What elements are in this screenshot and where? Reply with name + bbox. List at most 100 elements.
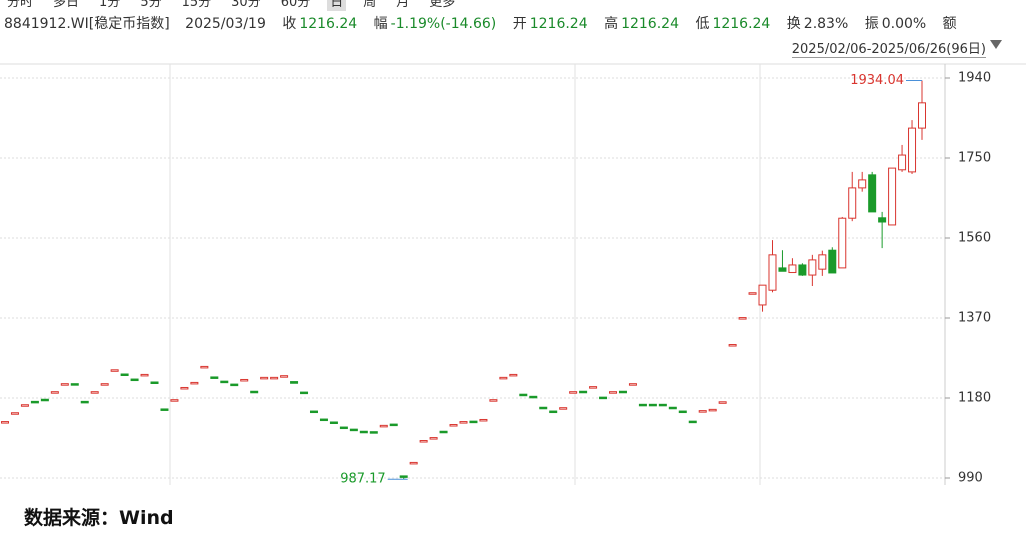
candle-body bbox=[389, 423, 398, 427]
candle-body bbox=[250, 390, 259, 394]
toolbar-item[interactable]: 月 bbox=[396, 0, 410, 10]
candle-body bbox=[529, 395, 538, 399]
candle-body bbox=[868, 174, 877, 213]
candle-body bbox=[599, 396, 608, 400]
value: 1216.24 bbox=[299, 16, 358, 32]
candle-body bbox=[210, 376, 219, 379]
candle-body bbox=[768, 254, 777, 291]
candle-body bbox=[499, 376, 508, 380]
toolbar: 分时 多日 1分 5分 15分 30分 60分 日 周 月 更多 bbox=[4, 0, 472, 11]
toolbar-item[interactable]: 15分 bbox=[181, 0, 212, 10]
candle-body bbox=[838, 217, 847, 269]
value: 1216.24 bbox=[621, 16, 679, 32]
candle-body bbox=[778, 267, 787, 272]
candle-body bbox=[200, 365, 209, 369]
candle-body bbox=[888, 167, 897, 226]
candle-body bbox=[230, 383, 239, 387]
candle-body bbox=[908, 127, 917, 173]
candle-body bbox=[439, 430, 448, 434]
label: 额 bbox=[942, 16, 957, 32]
candle-body bbox=[150, 381, 159, 384]
candle-body bbox=[738, 317, 747, 320]
y-tick-label: 990 bbox=[958, 471, 983, 486]
candle-body bbox=[459, 421, 468, 424]
toolbar-item[interactable]: 多日 bbox=[53, 0, 80, 10]
candle-body bbox=[628, 383, 637, 386]
candle-body bbox=[1, 421, 9, 424]
candle-body bbox=[648, 403, 657, 407]
candle-body bbox=[848, 187, 857, 219]
label: 换 bbox=[786, 16, 801, 32]
value: 1216.24 bbox=[712, 16, 771, 32]
candle-body bbox=[319, 418, 328, 422]
candle-body bbox=[609, 391, 618, 394]
candle-body bbox=[140, 373, 149, 377]
candle-body bbox=[60, 383, 69, 386]
dropdown-icon[interactable] bbox=[990, 40, 1002, 49]
max-label: 1934.04 bbox=[850, 73, 904, 88]
candle-body bbox=[300, 391, 309, 395]
candle-body bbox=[80, 400, 89, 404]
toolbar-item[interactable]: 5分 bbox=[140, 0, 162, 10]
candle-body bbox=[359, 430, 368, 434]
candle-body bbox=[30, 400, 39, 404]
candle-body bbox=[549, 410, 558, 414]
value: 2.83% bbox=[803, 16, 849, 32]
toolbar-item[interactable]: 周 bbox=[363, 0, 377, 10]
candle-body bbox=[270, 376, 279, 380]
candle-body bbox=[190, 381, 199, 385]
candle-body bbox=[449, 424, 458, 427]
value: 0.00% bbox=[881, 16, 927, 32]
candle-body bbox=[798, 264, 807, 276]
toolbar-item[interactable]: 1分 bbox=[99, 0, 121, 10]
candle-body bbox=[668, 406, 677, 410]
label: 开 bbox=[512, 16, 527, 32]
candle-body bbox=[290, 381, 299, 384]
candle-body bbox=[579, 390, 588, 394]
candle-body bbox=[120, 373, 129, 376]
candle-body bbox=[260, 376, 269, 380]
candle-body bbox=[349, 428, 358, 432]
quote-info: 8841912.WI[稳定币指数] 2025/03/19 收 1216.24 幅-… bbox=[4, 13, 960, 33]
candle-body bbox=[878, 217, 887, 223]
label: 振 bbox=[864, 16, 879, 32]
candle-body bbox=[409, 461, 418, 465]
y-tick-label: 1370 bbox=[958, 311, 991, 326]
candle-body bbox=[708, 408, 717, 412]
label: 收 bbox=[282, 16, 297, 32]
min-label: 987.17 bbox=[340, 472, 386, 487]
candle-body bbox=[808, 259, 817, 276]
candle-body bbox=[240, 378, 249, 382]
candle-body bbox=[728, 344, 737, 347]
toolbar-item[interactable]: 更多 bbox=[429, 0, 456, 10]
value: -1.19%(-14.66) bbox=[390, 16, 497, 32]
toolbar-item[interactable]: 分时 bbox=[7, 0, 34, 10]
source: 数据来源：Wind bbox=[24, 507, 174, 529]
value: 1216.24 bbox=[529, 16, 588, 32]
candle-body bbox=[419, 440, 428, 443]
label: 高 bbox=[604, 16, 619, 32]
date: 2025/03/19 bbox=[185, 16, 266, 32]
y-tick-label: 1180 bbox=[958, 391, 991, 406]
candle-body bbox=[130, 378, 139, 382]
label: 低 bbox=[695, 16, 710, 32]
candle-body bbox=[369, 431, 378, 434]
candle-body bbox=[678, 410, 687, 414]
candle-body bbox=[429, 437, 438, 440]
date-range[interactable]: 2025/02/06-2025/06/26(96日) bbox=[791, 38, 986, 58]
toolbar-item[interactable]: 日 bbox=[327, 0, 347, 11]
candle-body bbox=[489, 399, 498, 402]
candle-body bbox=[329, 421, 338, 424]
candle-body bbox=[688, 420, 697, 424]
chart: 990 1180 1370 1560 1750 1940 1934.04 987.17 bbox=[0, 63, 1026, 487]
candle-body bbox=[170, 399, 179, 402]
toolbar-item[interactable]: 30分 bbox=[231, 0, 261, 10]
candle-body bbox=[70, 383, 79, 386]
candle-body bbox=[539, 406, 548, 410]
candle-body bbox=[339, 426, 348, 430]
candle-body bbox=[818, 254, 827, 270]
toolbar-item[interactable]: 60分 bbox=[280, 0, 311, 10]
candle-body bbox=[519, 393, 528, 397]
candle-body bbox=[788, 264, 797, 274]
